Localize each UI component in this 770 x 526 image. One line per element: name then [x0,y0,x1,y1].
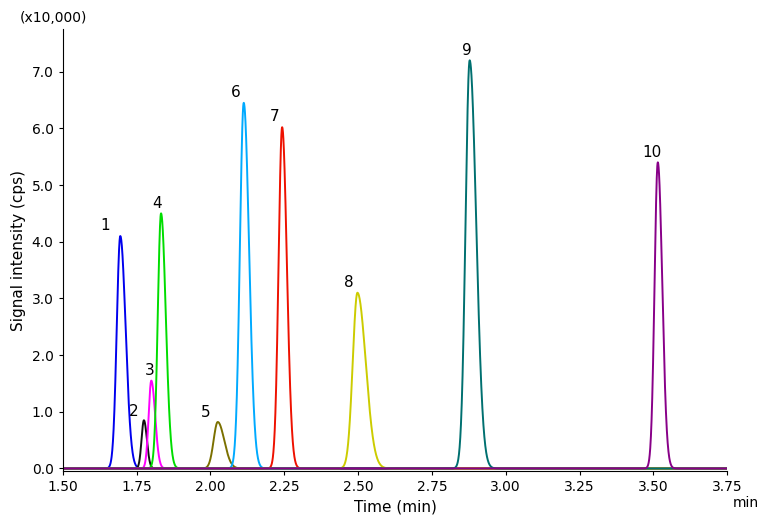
Text: 2: 2 [129,403,139,419]
Text: 4: 4 [152,196,162,210]
Text: 7: 7 [270,109,280,124]
Text: 9: 9 [462,43,471,57]
Text: 10: 10 [642,145,661,159]
Y-axis label: Signal intensity (cps): Signal intensity (cps) [11,170,26,331]
X-axis label: Time (min): Time (min) [353,500,437,515]
Text: 6: 6 [230,85,240,100]
Text: 8: 8 [343,275,353,290]
Text: (x10,000): (x10,000) [19,11,87,25]
Text: 3: 3 [144,363,154,378]
Text: 1: 1 [101,218,110,233]
Text: 5: 5 [201,406,211,420]
Text: min: min [733,497,759,510]
